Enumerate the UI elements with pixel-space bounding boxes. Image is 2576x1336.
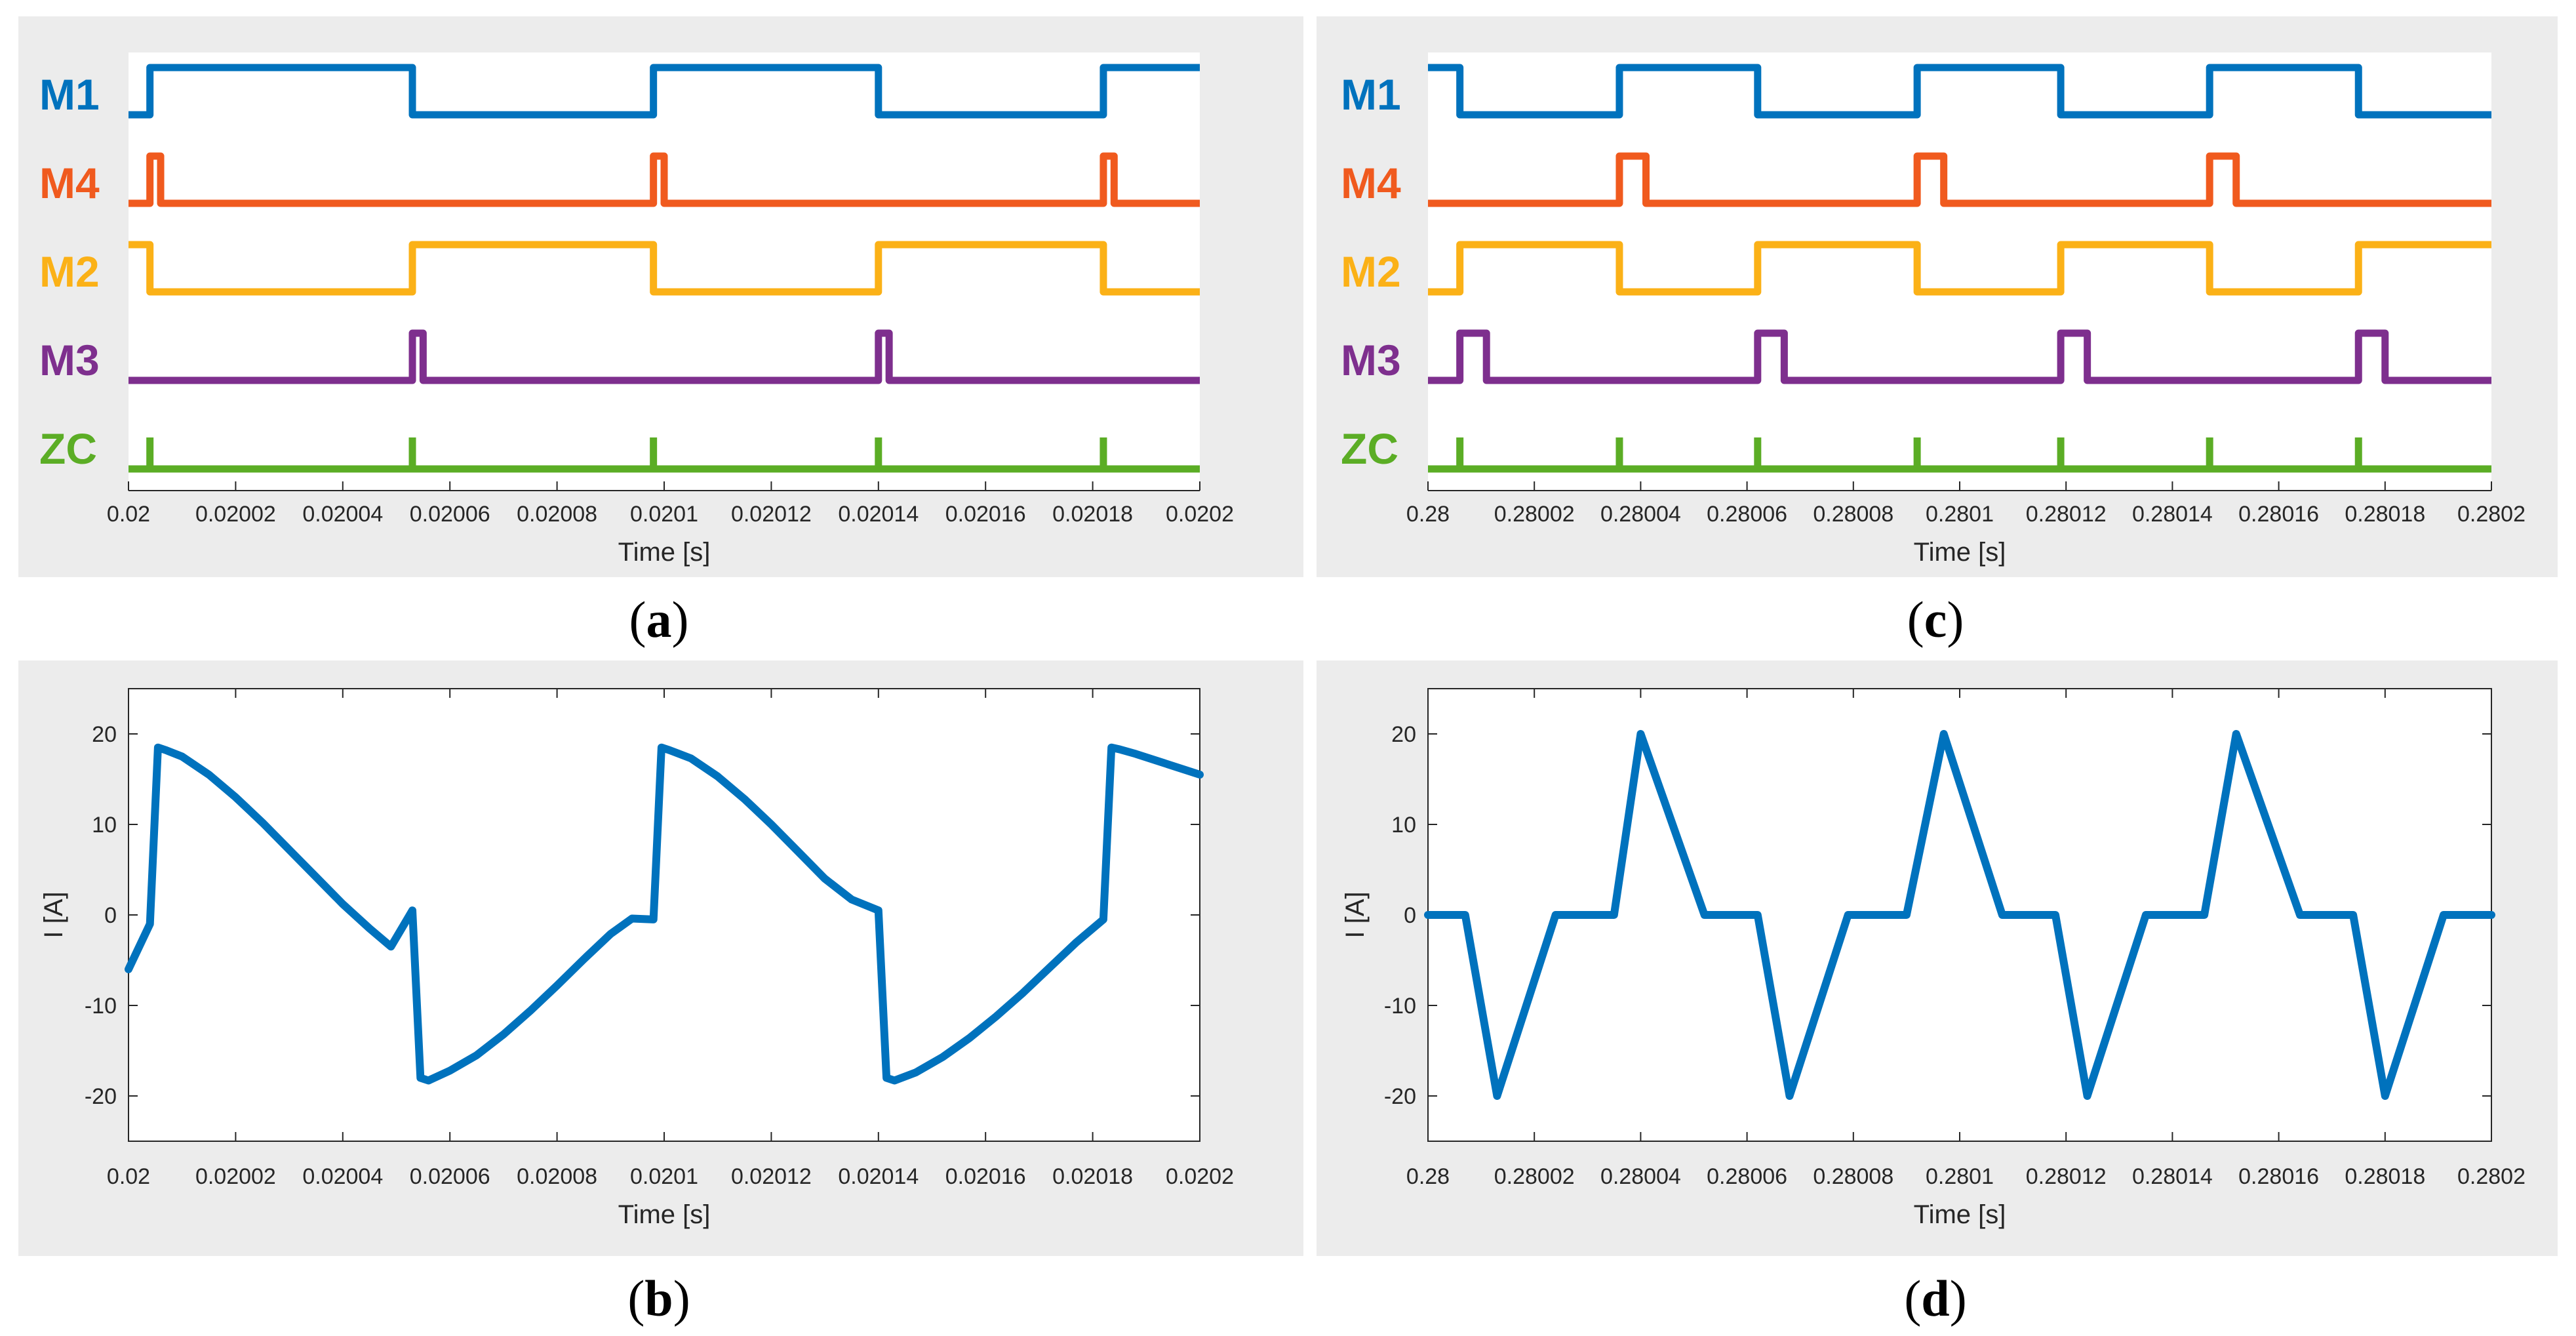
x-tick-label: 0.28016 bbox=[2238, 502, 2319, 527]
x-tick-label: 0.02004 bbox=[302, 1164, 383, 1189]
x-tick-label: 0.02004 bbox=[302, 502, 383, 527]
series-trace-M4 bbox=[1428, 152, 2491, 207]
series-label-ZC: ZC bbox=[39, 424, 97, 473]
x-tick-label: 0.02002 bbox=[195, 502, 276, 527]
series-trace-M1 bbox=[1428, 64, 2491, 119]
x-tick-label: 0.28004 bbox=[1600, 502, 1681, 527]
x-tick-label: 0.28 bbox=[1406, 1164, 1450, 1189]
x-tick-label: 0.28002 bbox=[1494, 502, 1575, 527]
x-tick-label: 0.0201 bbox=[630, 1164, 698, 1189]
x-tick-label: 0.28 bbox=[1406, 502, 1450, 527]
current-trace bbox=[125, 743, 1204, 1085]
x-tick-label: 0.28012 bbox=[2026, 502, 2107, 527]
x-tick-label: 0.28002 bbox=[1494, 1164, 1575, 1189]
x-tick-label: 0.02014 bbox=[838, 1164, 919, 1189]
x-tick-label: 0.28012 bbox=[2026, 1164, 2107, 1189]
x-tick-label: 0.02 bbox=[107, 502, 150, 527]
y-tick-label: -10 bbox=[85, 994, 117, 1019]
y-tick-label: 20 bbox=[1391, 722, 1416, 747]
series-label-M3: M3 bbox=[39, 336, 100, 384]
y-tick-label: 0 bbox=[1404, 903, 1416, 928]
x-tick-label: 0.02018 bbox=[1052, 1164, 1133, 1189]
line-chart-d: 20 10 0 -10 -20 I [A] 0.28 0.28002 0.28004 0.2800… bbox=[1341, 688, 2526, 1229]
x-tick-label: 0.28008 bbox=[1813, 1164, 1893, 1189]
series-label-M3: M3 bbox=[1341, 336, 1401, 384]
current-trace bbox=[1424, 730, 2495, 1100]
x-tick-label: 0.02012 bbox=[731, 502, 812, 527]
x-tick-label: 0.28008 bbox=[1813, 502, 1893, 527]
x-tick-label: 0.28006 bbox=[1707, 502, 1787, 527]
series-label-M1: M1 bbox=[1341, 70, 1401, 119]
series-trace-ZC bbox=[1428, 437, 2491, 473]
y-axis-label: I [A] bbox=[39, 891, 68, 938]
series-label-M1: M1 bbox=[39, 70, 100, 119]
y-tick-label: 20 bbox=[92, 722, 117, 747]
x-tick-label: 0.28018 bbox=[2345, 502, 2425, 527]
x-axis-label: Time [s] bbox=[1914, 538, 2006, 567]
x-tick-label: 0.0201 bbox=[630, 502, 698, 527]
x-tick-label: 0.0202 bbox=[1166, 502, 1234, 527]
x-tick-label: 0.28006 bbox=[1707, 1164, 1787, 1189]
x-tick-label: 0.28018 bbox=[2345, 1164, 2425, 1189]
series-label-M2: M2 bbox=[39, 247, 100, 296]
caption-d: (d) bbox=[1904, 1270, 1967, 1327]
y-tick-label: 10 bbox=[92, 813, 117, 838]
series-trace-M2 bbox=[129, 241, 1200, 296]
y-tick-label: -20 bbox=[85, 1084, 117, 1109]
y-tick-label: -20 bbox=[1384, 1084, 1416, 1109]
series-label-ZC: ZC bbox=[1341, 424, 1398, 473]
x-tick-label: 0.28014 bbox=[2132, 1164, 2213, 1189]
y-tick-label: 10 bbox=[1391, 813, 1416, 838]
x-axis-label: Time [s] bbox=[1914, 1200, 2006, 1229]
timing-chart-a: M1 M4 M2 M3 ZC 0.02 0.02002 0.02004 0.02006 0.020… bbox=[39, 52, 1234, 567]
series-label-M2: M2 bbox=[1341, 247, 1401, 296]
series-trace-M3 bbox=[129, 329, 1200, 384]
y-tick-label: -10 bbox=[1384, 994, 1416, 1019]
x-tick-label: 0.28004 bbox=[1600, 1164, 1681, 1189]
x-tick-label: 0.02006 bbox=[410, 502, 490, 527]
x-tick-label: 0.02012 bbox=[731, 1164, 812, 1189]
series-trace-ZC bbox=[129, 437, 1200, 473]
x-tick-label: 0.02008 bbox=[517, 1164, 597, 1189]
y-axis-label: I [A] bbox=[1341, 891, 1370, 938]
x-tick-label: 0.2801 bbox=[1926, 1164, 1994, 1189]
x-axis-label: Time [s] bbox=[618, 1200, 711, 1229]
series-trace-M4 bbox=[129, 152, 1200, 207]
series-trace-M2 bbox=[1428, 241, 2491, 296]
caption-a: (a) bbox=[629, 591, 689, 648]
series-label-M4: M4 bbox=[39, 159, 100, 207]
line-chart-b: 20 10 0 -10 -20 I [A] 0.02 0.02002 0.02004 0.0200… bbox=[39, 688, 1234, 1229]
x-tick-label: 0.2802 bbox=[2457, 1164, 2526, 1189]
y-tick-label: 0 bbox=[104, 903, 117, 928]
caption-b: (b) bbox=[627, 1270, 690, 1327]
x-tick-label: 0.28016 bbox=[2238, 1164, 2319, 1189]
x-tick-label: 0.2801 bbox=[1926, 502, 1994, 527]
x-tick-label: 0.28014 bbox=[2132, 502, 2213, 527]
x-tick-label: 0.0202 bbox=[1166, 1164, 1234, 1189]
x-tick-label: 0.02016 bbox=[945, 1164, 1026, 1189]
plot-area bbox=[129, 52, 1200, 491]
x-tick-label: 0.02008 bbox=[517, 502, 597, 527]
series-trace-M1 bbox=[129, 64, 1200, 119]
x-tick-label: 0.02018 bbox=[1052, 502, 1133, 527]
x-tick-label: 0.02 bbox=[107, 1164, 150, 1189]
x-tick-label: 0.02002 bbox=[195, 1164, 276, 1189]
plot-area bbox=[1428, 52, 2491, 491]
x-tick-label: 0.02016 bbox=[945, 502, 1026, 527]
series-trace-M3 bbox=[1428, 329, 2491, 384]
x-tick-label: 0.02014 bbox=[838, 502, 919, 527]
x-axis-label: Time [s] bbox=[618, 538, 711, 567]
x-tick-label: 0.02006 bbox=[410, 1164, 490, 1189]
series-label-M4: M4 bbox=[1341, 159, 1401, 207]
x-tick-label: 0.2802 bbox=[2457, 502, 2526, 527]
timing-chart-c: M1 M4 M2 M3 ZC 0.28 0.28002 0.28004 0.28006 0.280… bbox=[1341, 52, 2526, 567]
caption-c: (c) bbox=[1907, 591, 1964, 648]
